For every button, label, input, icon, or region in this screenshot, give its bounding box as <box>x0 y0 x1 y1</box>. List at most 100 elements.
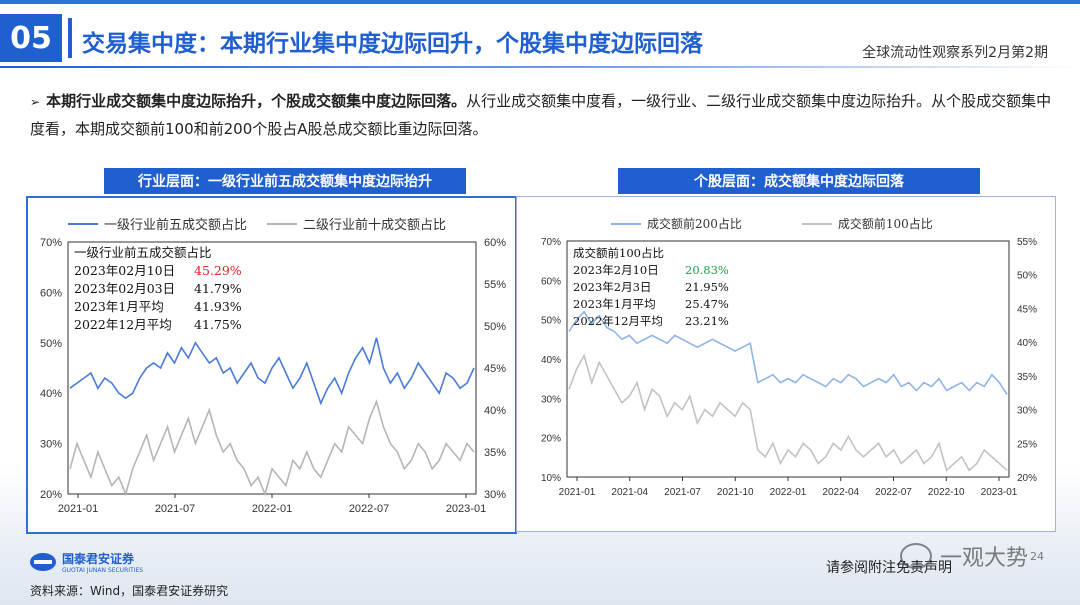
left-legend: 一级行业前五成交额占比 二级行业前十成交额占比 <box>68 214 446 233</box>
series-line-2 <box>69 399 475 497</box>
y-right-tick-label: 60% <box>484 237 506 249</box>
series-line-1 <box>69 337 475 406</box>
wechat-icon <box>900 543 932 569</box>
header-divider <box>0 66 1080 68</box>
y-left-tick-label: 60% <box>40 287 62 299</box>
x-tick-label: 2022-04 <box>822 487 859 498</box>
legend-item-2: 成交额前100占比 <box>837 217 933 231</box>
annotation-row: 2023年1月平均 25.47% <box>573 296 729 313</box>
y-left-tick-label: 50% <box>40 338 62 350</box>
right-line-chart: 10% 20% 30% 40% 50% 60% 70% 20% 25% 30% 35% 40% 45% 5… <box>541 237 1037 498</box>
top-accent-line <box>0 0 1080 4</box>
y-left-tick-label: 30% <box>40 439 62 451</box>
annotation-label: 2022年12月平均 <box>573 314 663 328</box>
y-right-tick-label: 40% <box>1017 338 1037 349</box>
y-right-tick-label: 30% <box>484 489 506 501</box>
annotation-label: 2023年02月03日 <box>74 281 176 296</box>
x-tick-label: 2023-01 <box>981 487 1018 498</box>
annotation-row: 2023年02月10日 45.29% <box>74 262 242 280</box>
y-right-tick-label: 25% <box>1017 439 1037 450</box>
annotation-value: 41.93% <box>194 299 242 314</box>
y-left-tick-label: 40% <box>40 388 62 400</box>
x-tick-label: 2021-01 <box>58 503 98 515</box>
logo-name-en: GUOTAI JUNAN SECURITIES <box>62 567 144 574</box>
y-right-tick-label: 35% <box>484 447 506 459</box>
watermark-text: 一观大势 <box>940 546 1029 571</box>
x-tick-label: 2022-01 <box>770 487 807 498</box>
right-legend: 成交额前200占比 成交额前100占比 <box>611 215 933 232</box>
logo-mark-icon <box>30 553 56 571</box>
legend-swatch-blue <box>68 222 98 225</box>
page-title: 交易集中度：本期行业集中度边际回升，个股集中度边际回落 <box>82 31 703 57</box>
left-annotation-box: 一级行业前五成交额占比 2023年02月10日 45.29% 2023年02月03… <box>74 244 242 334</box>
x-tick-label: 2021-04 <box>611 487 648 498</box>
annotation-heading: 一级行业前五成交额占比 <box>74 245 212 260</box>
annotation-value: 23.21% <box>685 314 729 328</box>
page-number: 24 <box>1030 549 1045 563</box>
annotation-value: 21.95% <box>685 280 729 294</box>
left-panel-title: 行业层面：一级行业前五成交额集中度边际抬升 <box>104 168 466 194</box>
annotation-value-highlight: 20.83% <box>685 263 729 277</box>
right-annotation-box: 成交额前100占比 2023年2月10日 20.83% 2023年2月3日 21.9… <box>573 245 729 330</box>
section-number: 05 <box>0 14 62 62</box>
left-line-chart: 20% 30% 40% 50% 60% 70% 30% 35% 40% 45% 50% 55% 60% 2… <box>40 237 506 515</box>
watermark: 一观大势 24 <box>900 540 1044 572</box>
annotation-value-highlight: 45.29% <box>194 263 242 278</box>
company-logo: 国泰君安证券 GUOTAI JUNAN SECURITIES <box>30 550 143 574</box>
y-right-tick-label: 55% <box>484 279 506 291</box>
y-right-tick-label: 45% <box>484 363 506 375</box>
annotation-row: 2022年12月平均 23.21% <box>573 313 729 330</box>
legend-swatch-gray <box>267 222 298 225</box>
y-right-tick-label: 50% <box>1017 271 1037 282</box>
bullet-bold-lead: 本期行业成交额集中度边际抬升，个股成交额集中度边际回落。 <box>46 92 467 110</box>
y-left-tick-label: 20% <box>40 489 62 501</box>
annotation-row: 2023年2月3日 21.95% <box>573 279 729 296</box>
data-source-note: 资料来源：Wind，国泰君安证券研究 <box>30 584 229 598</box>
y-left-tick-label: 70% <box>541 237 561 248</box>
legend-item-1: 一级行业前五成交额占比 <box>104 218 248 233</box>
y-right-tick-label: 35% <box>1017 372 1037 383</box>
x-tick-label: 2021-07 <box>155 503 195 515</box>
y-left-tick-label: 40% <box>541 355 561 366</box>
y-left-tick-label: 60% <box>541 276 561 287</box>
x-tick-label: 2021-10 <box>717 487 754 498</box>
y-right-tick-label: 30% <box>1017 406 1037 417</box>
legend-item-1: 成交额前200占比 <box>647 217 742 231</box>
annotation-row: 2023年2月10日 20.83% <box>573 262 729 279</box>
right-panel-title: 个股层面：成交额集中度边际回落 <box>618 168 980 194</box>
report-series-name: 全球流动性观察系列2月第2期 <box>862 45 1048 61</box>
annotation-heading: 成交额前100占比 <box>573 246 664 260</box>
x-tick-label: 2022-07 <box>875 487 912 498</box>
y-right-tick-label: 45% <box>1017 304 1037 315</box>
y-left-tick-label: 10% <box>541 473 561 484</box>
y-left-tick-label: 70% <box>40 237 62 249</box>
annotation-label: 2023年2月3日 <box>573 280 652 294</box>
y-right-tick-label: 55% <box>1017 237 1037 248</box>
annotation-label: 2023年1月平均 <box>74 299 164 314</box>
y-right-tick-label: 50% <box>484 321 506 333</box>
annotation-label: 2023年02月10日 <box>74 263 176 278</box>
series-line-2 <box>568 353 1008 472</box>
annotation-label: 2023年1月平均 <box>573 297 656 311</box>
y-right-tick-label: 40% <box>484 405 506 417</box>
x-tick-label: 2021-07 <box>664 487 701 498</box>
y-left-tick-label: 20% <box>541 434 561 445</box>
legend-swatch-lightblue <box>611 222 641 225</box>
bullet-arrow-icon: ➢ <box>30 95 41 109</box>
annotation-row: 2023年1月平均 41.93% <box>74 298 242 316</box>
annotation-label: 2022年12月平均 <box>74 317 172 332</box>
y-left-tick-label: 50% <box>541 316 561 327</box>
title-accent-bar <box>68 18 72 58</box>
bullet-text: 从行业成交额集中度看，一级行业、二级行业成交额集中度边际抬升。从个股成交额集中度… <box>30 92 1052 138</box>
annotation-row: 2023年02月03日 41.79% <box>74 280 242 298</box>
left-chart-panel: 20% 30% 40% 50% 60% 70% 30% 35% 40% 45% 50% 55% 60% 2… <box>26 196 517 534</box>
annotation-value: 25.47% <box>685 297 729 311</box>
right-chart-panel: 10% 20% 30% 40% 50% 60% 70% 20% 25% 30% 35% 40% 45% 5… <box>516 196 1056 532</box>
logo-name-cn: 国泰君安证券 <box>62 552 135 566</box>
y-left-tick-label: 30% <box>541 394 561 405</box>
x-tick-label: 2023-01 <box>446 503 486 515</box>
x-tick-label: 2022-10 <box>928 487 965 498</box>
y-right-tick-label: 20% <box>1017 473 1037 484</box>
x-tick-label: 2022-01 <box>252 503 292 515</box>
annotation-value: 41.75% <box>194 317 242 332</box>
